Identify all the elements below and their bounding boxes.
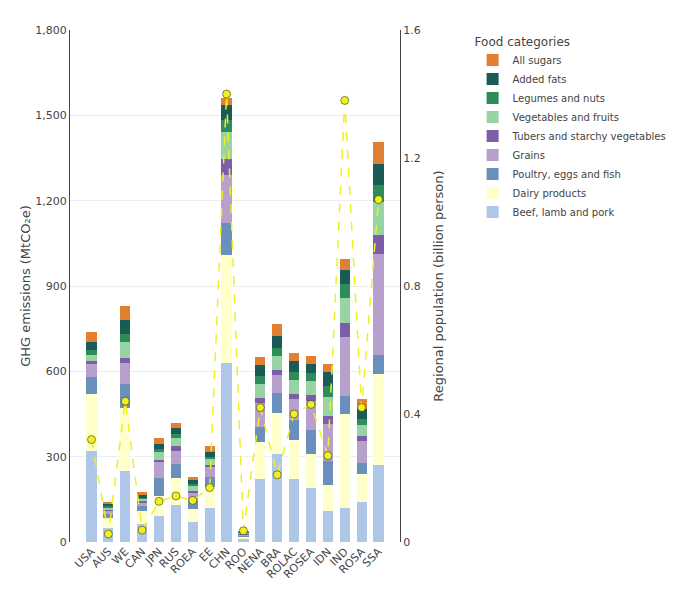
svg-text:ROO: ROO [223, 545, 250, 572]
svg-text:300: 300 [46, 451, 67, 464]
svg-text:0.4: 0.4 [403, 408, 421, 421]
svg-text:WE: WE [109, 545, 131, 567]
svg-text:IND: IND [327, 545, 350, 568]
svg-text:GHG emissions (MtCO₂e): GHG emissions (MtCO₂e) [18, 205, 33, 367]
svg-text:Poultry, eggs and fish: Poultry, eggs and fish [513, 169, 621, 180]
svg-text:Tubers and starchy vegetables: Tubers and starchy vegetables [512, 131, 666, 142]
svg-text:Added fats: Added fats [513, 74, 567, 85]
svg-text:All sugars: All sugars [513, 55, 562, 66]
svg-text:ROLAC: ROLAC [264, 545, 300, 581]
svg-text:AUS: AUS [89, 545, 114, 570]
svg-text:0.8: 0.8 [403, 280, 421, 293]
svg-text:NENA: NENA [235, 545, 266, 576]
svg-text:Dairy products: Dairy products [513, 188, 587, 199]
svg-text:CHN: CHN [206, 545, 232, 571]
svg-text:Food categories: Food categories [475, 35, 570, 49]
svg-text:0: 0 [403, 536, 410, 549]
svg-text:0: 0 [60, 536, 67, 549]
svg-text:USA: USA [72, 545, 98, 571]
svg-text:Grains: Grains [513, 150, 545, 161]
svg-text:SSA: SSA [360, 545, 385, 570]
svg-text:1,200: 1,200 [35, 195, 67, 208]
svg-text:RUS: RUS [157, 545, 182, 570]
svg-text:JPN: JPN [142, 545, 165, 568]
svg-text:ROSA: ROSA [337, 545, 368, 576]
svg-text:ROSEA: ROSEA [281, 545, 317, 581]
svg-text:Beef, lamb and pork: Beef, lamb and pork [513, 207, 615, 218]
svg-text:900: 900 [46, 280, 67, 293]
svg-text:600: 600 [46, 365, 67, 378]
svg-text:CAN: CAN [122, 545, 148, 571]
svg-text:Legumes and nuts: Legumes and nuts [513, 93, 605, 104]
svg-text:1,800: 1,800 [35, 24, 67, 37]
svg-text:Regional population (billion p: Regional population (billion person) [431, 170, 446, 401]
svg-text:IDN: IDN [311, 545, 334, 568]
svg-text:BRA: BRA [258, 545, 283, 570]
svg-text:Vegetables and fruits: Vegetables and fruits [513, 112, 619, 123]
svg-text:1.2: 1.2 [403, 152, 421, 165]
svg-text:1,500: 1,500 [35, 109, 67, 122]
svg-text:ROEA: ROEA [168, 545, 199, 576]
svg-text:1.6: 1.6 [403, 24, 421, 37]
svg-text:EE: EE [197, 545, 216, 564]
